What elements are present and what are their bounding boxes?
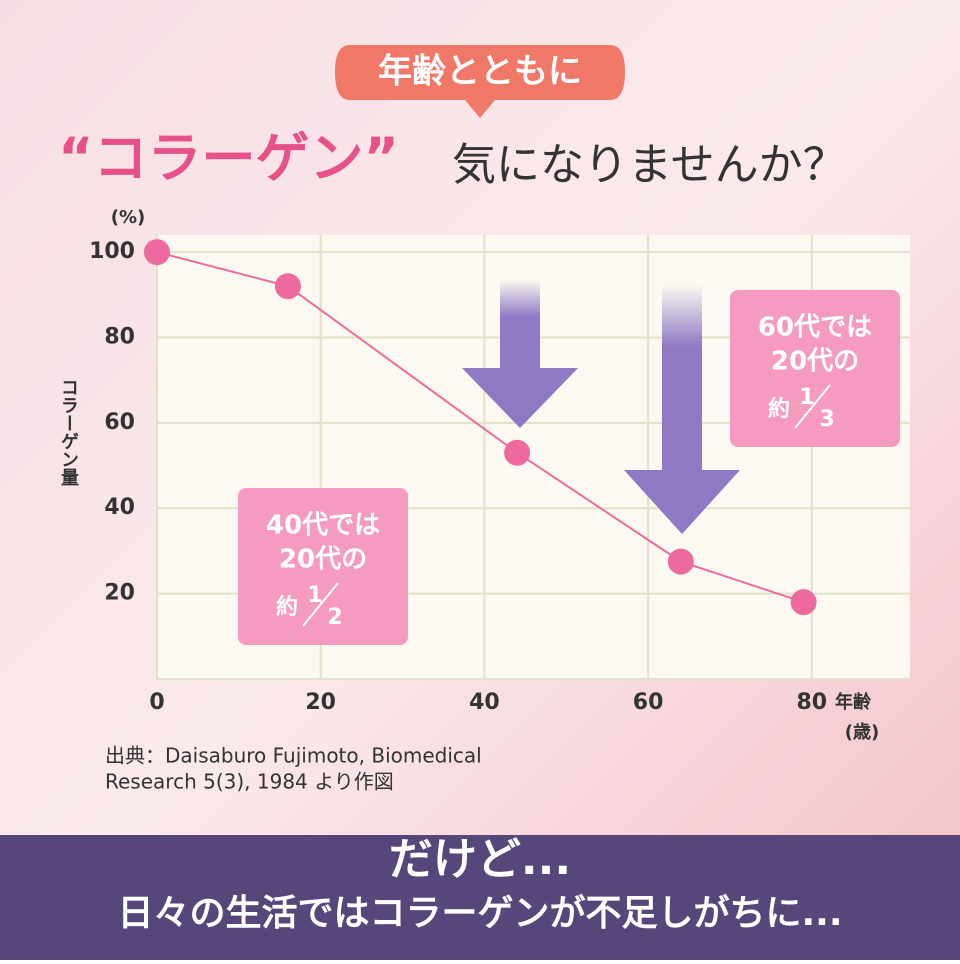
footer-lead: だけど...: [389, 834, 571, 885]
x-unit: (歳): [845, 722, 879, 743]
annotation-text: 3: [819, 407, 834, 432]
y-unit: (%): [111, 207, 146, 228]
annotation-text: 20代の: [771, 347, 859, 377]
badge: [335, 45, 625, 118]
x-tick-label: 20: [305, 690, 336, 715]
x-tick-label: 80: [796, 690, 827, 715]
source: 出典：Daisaburo Fujimoto, Biomedical: [105, 744, 482, 768]
annotation-text: 1: [799, 385, 814, 410]
arrow: [624, 285, 740, 534]
badge-text: 年齢とともに: [378, 52, 582, 92]
data-point: [790, 589, 817, 616]
annotation-box: [730, 290, 900, 447]
y-label: コラーゲン量: [58, 378, 79, 486]
x-tick-label: 40: [469, 690, 500, 715]
fraction-slash: [794, 384, 831, 429]
annotation-text: 40代では: [266, 511, 380, 541]
arrow: [462, 280, 578, 428]
source: Research 5(3), 1984 より作図: [105, 770, 394, 794]
footer-band: [0, 835, 960, 960]
title: 気になりませんか？: [452, 140, 847, 191]
annotation-text: 2: [327, 605, 342, 630]
y-tick-label: 60: [104, 410, 135, 435]
x-tick-label: 0: [149, 690, 164, 715]
x-label: 年齢: [835, 691, 872, 713]
annotation-text: 1: [307, 583, 322, 608]
data-point: [274, 273, 301, 300]
annotation-box: [238, 488, 408, 645]
data-point: [144, 239, 170, 266]
title-highlight: “コラーゲン”: [58, 127, 399, 190]
fraction-slash: [302, 582, 339, 627]
footer-text: 日々の生活ではコラーゲンが不足しがちに...: [117, 893, 842, 934]
data-point: [667, 548, 694, 575]
annotation-text: 約: [768, 396, 790, 422]
y-tick-label: 80: [104, 324, 135, 349]
data-point: [504, 439, 531, 466]
y-tick-label: 20: [104, 581, 135, 606]
annotation-text: 60代では: [758, 313, 872, 343]
annotation-text: 20代の: [279, 545, 367, 575]
y-tick-label: 40: [104, 495, 135, 520]
y-tick-label: 100: [89, 239, 135, 264]
annotation-text: 約: [276, 594, 298, 620]
x-tick-label: 60: [633, 690, 664, 715]
